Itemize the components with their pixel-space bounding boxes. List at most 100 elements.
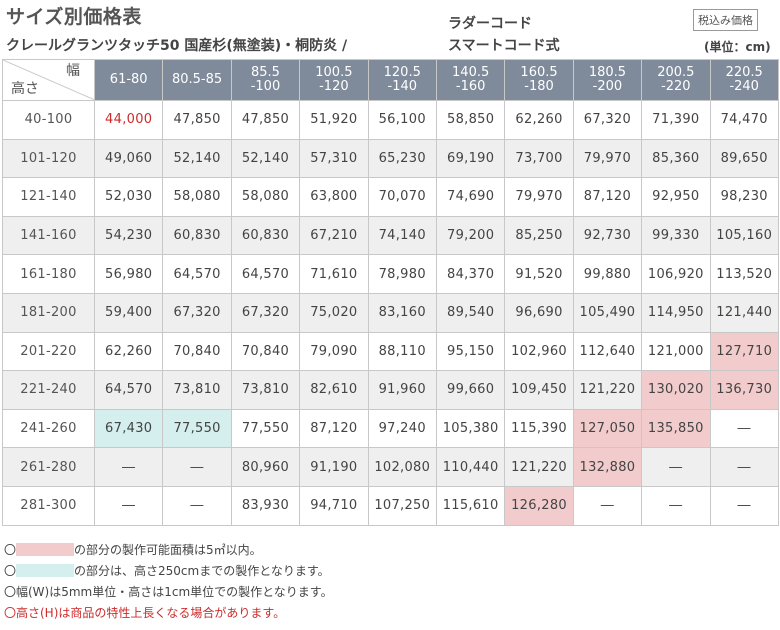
page-title: サイズ別価格表: [6, 6, 142, 28]
price-cell: 70,840: [162, 331, 232, 372]
price-cell: 83,160: [367, 292, 437, 333]
row-height-label: 201-220: [2, 331, 95, 372]
table-row: 201-220 62,260 70,840 70,840 79,090 88,1…: [2, 331, 779, 372]
column-header-line2: -180: [524, 79, 554, 94]
price-cell: 98,230: [709, 177, 779, 217]
price-cell: 114,950: [641, 292, 711, 333]
price-cell: 67,320: [572, 100, 643, 140]
price-cell-area-limit: 132,880: [572, 447, 643, 487]
price-cell: 89,540: [435, 292, 506, 333]
price-cell: 58,080: [162, 177, 232, 217]
price-cell: 56,980: [93, 254, 164, 294]
price-cell: 73,810: [162, 370, 232, 410]
price-cell: 70,070: [367, 177, 437, 217]
column-header-line2: -100: [250, 79, 281, 94]
row-height-label: 101-120: [2, 138, 95, 179]
row-height-label: 241-260: [2, 408, 95, 449]
price-cell: 51,920: [299, 100, 369, 140]
unit-label: (単位：cm): [704, 40, 771, 54]
price-cell-area-limit: 127,050: [572, 408, 643, 449]
price-cell: 62,260: [93, 331, 164, 372]
note-height-warning: 〇高さ(H)は商品の特性上長くなる場合があります。: [4, 606, 286, 620]
price-cell-height-limit: 67,430: [93, 408, 164, 449]
table-row: 281-300 ― ― 83,930 94,710 107,250 115,61…: [2, 485, 779, 526]
price-cell: 65,230: [367, 138, 437, 179]
price-cell: 102,960: [504, 331, 574, 372]
price-cell: 89,650: [709, 138, 779, 179]
column-header: 85.5 -100: [230, 59, 301, 101]
price-cell-area-limit: 136,730: [709, 370, 779, 410]
column-header-line2: -160: [455, 79, 486, 94]
price-cell-height-limit: 77,550: [162, 408, 232, 449]
column-header: 160.5 -180: [504, 59, 574, 101]
price-cell: 74,470: [709, 100, 779, 140]
price-cell: 59,400: [93, 292, 164, 333]
price-cell: 73,700: [504, 138, 574, 179]
note-height-limit: 〇 の部分は、高さ250cmまでの製作となります。: [4, 561, 333, 582]
corner-diagonal: [3, 60, 95, 100]
price-cell-unavailable: ―: [93, 485, 164, 526]
table-row: 241-260 67,430 77,550 77,550 87,120 97,2…: [2, 408, 779, 449]
column-header: 100.5 -120: [299, 59, 369, 101]
pink-swatch: [16, 543, 75, 556]
ladder-cord-label: ラダーコード: [448, 16, 532, 32]
price-cell: 87,120: [572, 177, 643, 217]
column-header: 120.5 -140: [367, 59, 437, 101]
price-cell: 121,220: [572, 370, 643, 410]
price-cell-area-limit: 135,850: [641, 408, 711, 449]
price-cell: 79,200: [435, 215, 506, 256]
corner-height-label: 高さ: [11, 81, 39, 97]
column-header: 61-80: [93, 59, 164, 101]
price-cell: 82,610: [299, 370, 369, 410]
price-cell: 60,830: [162, 215, 232, 256]
price-table: 幅 高さ 61-80 80.5-85 85.5 -100 100.5 -120 12…: [2, 59, 779, 526]
table-row: 181-200 59,400 67,320 67,320 75,020 83,1…: [2, 292, 779, 333]
price-cell: 74,140: [367, 215, 437, 256]
price-cell: 99,330: [641, 215, 711, 256]
price-cell: 91,960: [367, 370, 437, 410]
price-cell: 92,730: [572, 215, 643, 256]
price-cell-area-limit: 127,710: [709, 331, 779, 372]
smart-cord-label: スマートコード式: [448, 38, 560, 54]
price-cell: 58,850: [435, 100, 506, 140]
row-height-label: 121-140: [2, 177, 95, 217]
price-cell-unavailable: ―: [93, 447, 164, 487]
price-cell-area-limit: 130,020: [641, 370, 711, 410]
price-cell: 95,150: [435, 331, 506, 372]
price-cell: 74,690: [435, 177, 506, 217]
notes-section: 〇の部分の製作可能面積は5㎡以内。 〇の部分は、高さ250cmまでの製作となりま…: [4, 540, 333, 624]
table-row: 121-140 52,030 58,080 58,080 63,800 70,0…: [2, 177, 779, 217]
price-cell: 109,450: [504, 370, 574, 410]
price-cell: 88,110: [367, 331, 437, 372]
price-cell-unavailable: ―: [162, 447, 232, 487]
price-cell: 107,250: [367, 485, 437, 526]
price-cell: 52,030: [93, 177, 164, 217]
price-cell: 58,080: [230, 177, 301, 217]
price-cell: 70,840: [230, 331, 301, 372]
column-header-line2: -240: [729, 79, 759, 94]
price-cell-unavailable: ―: [572, 485, 643, 526]
price-cell: 69,190: [435, 138, 506, 179]
price-cell: 85,250: [504, 215, 574, 256]
column-header-line2: -200: [592, 79, 623, 94]
price-cell-unavailable: ―: [641, 447, 711, 487]
price-cell: 64,570: [93, 370, 164, 410]
column-header-line1: 180.5: [588, 65, 627, 80]
table-row: 221-240 64,570 73,810 73,810 82,610 91,9…: [2, 370, 779, 410]
column-header: 80.5-85: [162, 59, 232, 101]
column-header-line1: 120.5: [383, 65, 421, 80]
price-cell: 115,390: [504, 408, 574, 449]
column-header-line1: 140.5: [452, 65, 490, 80]
row-height-label: 141-160: [2, 215, 95, 256]
price-cell: 79,090: [299, 331, 369, 372]
price-cell: 67,320: [162, 292, 232, 333]
price-cell: 63,800: [299, 177, 369, 217]
price-cell: 96,690: [504, 292, 574, 333]
price-cell: 79,970: [572, 138, 643, 179]
price-cell: 78,980: [367, 254, 437, 294]
row-height-label: 181-200: [2, 292, 95, 333]
price-cell: 115,610: [435, 485, 506, 526]
price-cell: 52,140: [162, 138, 232, 179]
table-row: 261-280 ― ― 80,960 91,190 102,080 110,44…: [2, 447, 779, 487]
note-text: の部分の製作可能面積は5㎡以内。: [74, 543, 262, 557]
